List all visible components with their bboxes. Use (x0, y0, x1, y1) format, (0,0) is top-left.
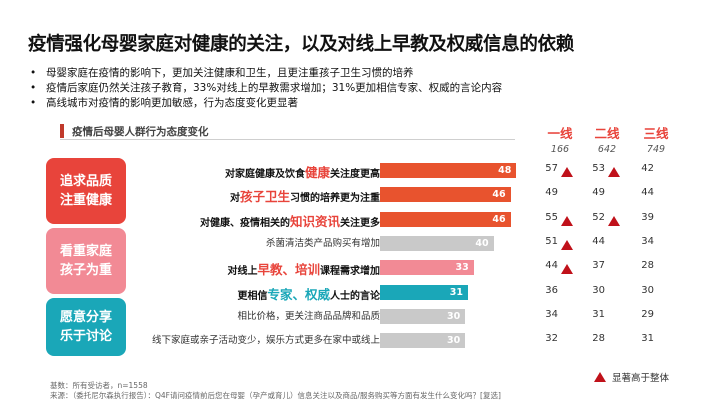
legend-text: 显著高于整体 (612, 373, 670, 384)
bar-label: 杀菌清洁类产品购买有增加 (265, 237, 380, 249)
group-box-sharing-discussion: 愿意分享 乐于讨论 (46, 298, 126, 356)
bar-label: 相比价格，更关注商品品牌和品质 (237, 310, 380, 322)
group-label: 追求品质 (59, 174, 112, 189)
bar-value-label: 46 (492, 213, 506, 225)
bar: 33 (380, 260, 474, 276)
significance-triangle-icon (594, 372, 606, 382)
section-accent-mark (60, 124, 64, 138)
significance-triangle-icon (561, 239, 573, 250)
significance-triangle-icon (608, 215, 620, 226)
table-cell: 31 (592, 308, 605, 320)
bar-value-label: 46 (492, 189, 506, 201)
page-title: 疫情强化母婴家庭对健康的关注，以及对线上早教及权威信息的依赖 (28, 34, 575, 55)
significance-triangle-icon (561, 215, 573, 226)
group-label: 注重健康 (59, 193, 112, 208)
group-box-family-children: 看重家庭 孩子为重 (46, 228, 126, 294)
group-label: 孩子为重 (59, 263, 112, 278)
significance-triangle-icon (561, 167, 573, 177)
table-cell: 42 (641, 163, 654, 174)
bullet-item: 高线城市对疫情的影响更加敏感，行为态度变化更显著 (30, 96, 502, 111)
column-header-tier1: 一线 (547, 126, 573, 141)
bullet-item: 母婴家庭在疫情的影响下，更加关注健康和卫生，且更注重孩子卫生习惯的培养 (30, 66, 502, 81)
footnote-source: 来源：（委托尼尔森执行报告）：Q4F请问疫情前后您在母婴（孕产或育儿）信息关注以… (50, 391, 501, 400)
section-label: 疫情后母婴人群行为态度变化 (72, 126, 209, 138)
table-cell: 51 (545, 235, 558, 247)
bar-value-label: 40 (475, 237, 489, 249)
table-cell: 28 (641, 260, 654, 272)
table-cell: 49 (545, 187, 558, 199)
column-header-tier2: 二线 (594, 126, 620, 141)
bar-label: 更相信专家、权威人士的言论 (237, 286, 380, 302)
bar-value-label: 30 (446, 335, 461, 347)
table-cell: 44 (545, 260, 558, 272)
column-base-tier1: 166 (550, 144, 570, 155)
bar-value-label: 48 (498, 165, 512, 176)
table-cell: 32 (545, 333, 558, 345)
footnote-base: 基数：所有受访者，n=1558 (50, 381, 148, 390)
bar: 46 (380, 187, 511, 203)
table-cell: 44 (641, 187, 654, 199)
table-cell: 44 (592, 235, 605, 247)
table-cell: 34 (641, 235, 654, 247)
bar-value-label: 31 (449, 286, 464, 298)
group-box-quality-health: 追求品质 注重健康 (46, 158, 126, 224)
table-cell: 28 (592, 333, 605, 345)
significance-triangle-icon (608, 167, 620, 177)
group-label: 乐于讨论 (59, 329, 112, 344)
table-cell: 36 (545, 284, 558, 296)
group-label: 看重家庭 (59, 244, 112, 259)
significance-triangle-icon (561, 264, 573, 275)
table-cell: 31 (641, 333, 654, 345)
bullet-item: 疫情后家庭仍然关注孩子教育，33%对线上的早教需求增加；31%更加相信专家、权威… (30, 81, 502, 96)
bar: 30 (380, 333, 466, 349)
bar-label: 对线上早教、培训课程需求增加 (227, 262, 380, 278)
table-cell: 39 (641, 211, 654, 223)
table-cell: 30 (592, 284, 605, 296)
table-cell: 53 (592, 163, 605, 174)
legend: 显著高于整体 (594, 370, 669, 384)
bar-label: 线下家庭或亲子活动变少，娱乐方式更多在家中或线上 (151, 335, 380, 347)
table-cell: 52 (592, 211, 605, 223)
table-cell: 29 (641, 308, 654, 320)
table-cell: 37 (592, 260, 605, 272)
summary-bullets: 母婴家庭在疫情的影响下，更加关注健康和卫生，且更注重孩子卫生习惯的培养 疫情后家… (30, 66, 502, 111)
bar-value-label: 33 (455, 262, 469, 274)
bar-label: 对家庭健康及饮食健康关注度更高 (224, 165, 380, 180)
table-cell: 34 (545, 308, 558, 320)
bar-label: 对孩子卫生习惯的培养更为注重 (229, 189, 380, 205)
group-label: 愿意分享 (59, 310, 112, 325)
column-base-tier3: 749 (646, 144, 666, 155)
bar: 48 (380, 163, 517, 178)
bar-value-label: 30 (446, 310, 461, 322)
bar: 46 (380, 211, 511, 227)
table-cell: 49 (592, 187, 605, 199)
bar: 31 (380, 284, 469, 300)
table-cell: 57 (545, 163, 558, 174)
table-cell: 55 (545, 211, 558, 223)
column-base-tier2: 642 (597, 144, 617, 155)
bar-label: 对健康、疫情相关的知识资讯关注更多 (199, 213, 380, 229)
column-header-tier3: 三线 (643, 126, 669, 141)
bar: 30 (380, 308, 466, 324)
table-cell: 30 (641, 284, 654, 296)
bar: 40 (380, 235, 494, 251)
section-header: 疫情后母婴人群行为态度变化 (60, 122, 515, 140)
